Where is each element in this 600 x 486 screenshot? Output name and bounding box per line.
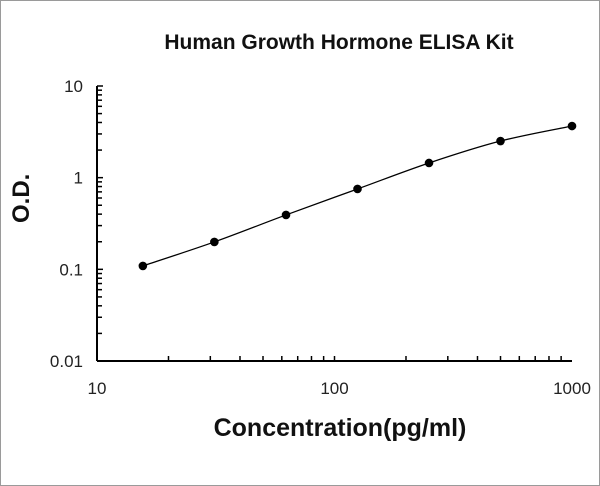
svg-text:1: 1: [74, 169, 83, 188]
data-point: [424, 158, 434, 168]
svg-text:10: 10: [64, 77, 83, 96]
tick-labels: 10 1 0.1 0.01 10 100 1000: [50, 77, 591, 398]
data-point: [210, 237, 219, 247]
data-point: [138, 261, 148, 271]
svg-text:1000: 1000: [553, 379, 591, 398]
x-axis-label: Concentration(pg/ml): [213, 414, 467, 442]
data-point: [567, 121, 577, 131]
svg-text:0.01: 0.01: [50, 352, 83, 371]
fitted-curve: [142, 125, 573, 267]
data-point: [281, 210, 291, 220]
chart-title: Human Growth Hormone ELISA Kit: [164, 31, 514, 54]
data-points: [138, 121, 577, 271]
svg-text:0.1: 0.1: [59, 260, 83, 279]
data-point: [353, 184, 362, 194]
svg-text:10: 10: [88, 379, 107, 398]
axes: [96, 85, 572, 362]
svg-text:100: 100: [320, 379, 348, 398]
data-point: [496, 136, 505, 146]
